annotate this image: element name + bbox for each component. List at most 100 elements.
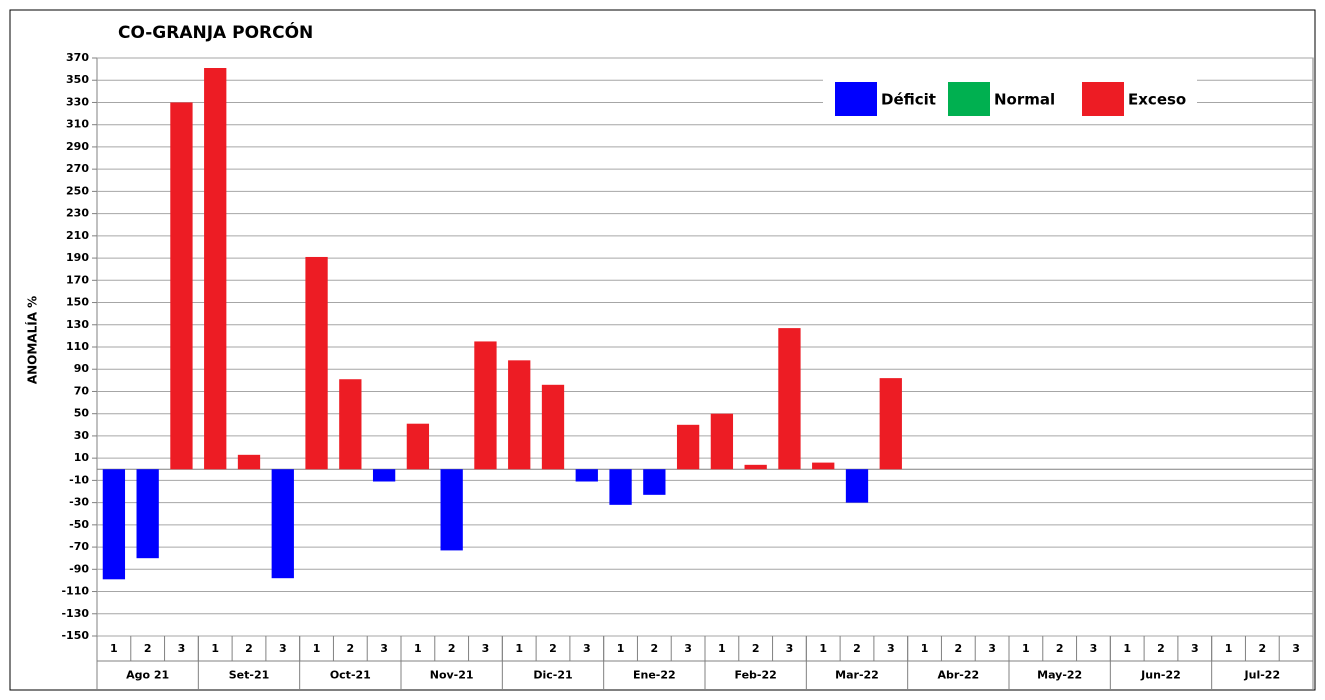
bar (609, 469, 632, 505)
x-tick-label: 3 (178, 642, 186, 655)
y-tick-label: 290 (66, 140, 89, 153)
x-tick-label: 3 (1090, 642, 1098, 655)
x-tick-label: 3 (786, 642, 794, 655)
x-tick-label: 2 (1259, 642, 1267, 655)
x-tick-label: 2 (144, 642, 152, 655)
legend-swatch (835, 82, 877, 116)
x-tick-label: 2 (448, 642, 456, 655)
legend-label: Déficit (881, 91, 936, 109)
x-tick-label: 3 (583, 642, 591, 655)
bar (508, 360, 531, 470)
y-tick-label: 70 (74, 384, 90, 397)
y-tick-label: 350 (66, 73, 89, 86)
y-tick-label: -50 (69, 518, 89, 531)
bar (136, 469, 159, 559)
y-tick-label: 30 (74, 429, 90, 442)
bar (237, 454, 261, 470)
x-tick-label: 1 (1123, 642, 1131, 655)
y-tick-label: 270 (66, 162, 89, 175)
x-tick-label: 2 (955, 642, 963, 655)
y-tick-label: 90 (74, 362, 90, 375)
y-tick-label: 330 (66, 95, 89, 108)
legend-swatch (1082, 82, 1124, 116)
bar (305, 256, 328, 470)
bar (474, 341, 497, 470)
x-tick-label: 1 (1022, 642, 1030, 655)
group-label: Feb-22 (735, 669, 777, 682)
chart-title: CO-GRANJA PORCÓN (118, 21, 313, 43)
x-tick-label: 1 (515, 642, 523, 655)
x-tick-label: 2 (347, 642, 355, 655)
x-tick-label: 3 (1191, 642, 1199, 655)
bar (372, 469, 396, 482)
bar (812, 462, 835, 470)
bar (406, 423, 430, 470)
y-tick-label: 50 (74, 407, 90, 420)
y-tick-label: 110 (66, 340, 89, 353)
x-tick-label: 2 (752, 642, 760, 655)
group-label: Dic-21 (533, 669, 572, 682)
y-tick-label: 210 (66, 229, 89, 242)
x-tick-label: 3 (279, 642, 287, 655)
legend-swatch (948, 82, 990, 116)
y-tick-label: 10 (74, 451, 90, 464)
bar (676, 424, 700, 470)
x-tick-label: 1 (617, 642, 625, 655)
y-tick-label: 170 (66, 273, 89, 286)
bar (204, 68, 227, 470)
bar (879, 378, 902, 470)
y-tick-label: -10 (69, 473, 89, 486)
group-label: Mar-22 (835, 669, 879, 682)
y-tick-label: -30 (69, 496, 89, 509)
x-tick-label: 1 (313, 642, 321, 655)
bar (102, 469, 126, 580)
x-tick-label: 3 (988, 642, 996, 655)
y-axis-label: ANOMALÍA % (25, 296, 40, 384)
x-tick-label: 1 (1225, 642, 1233, 655)
bar (744, 464, 767, 470)
bar (271, 469, 294, 579)
y-tick-label: 130 (66, 318, 89, 331)
x-tick-label: 1 (921, 642, 929, 655)
x-tick-label: 2 (651, 642, 659, 655)
group-label: Nov-21 (430, 669, 474, 682)
x-tick-label: 1 (819, 642, 827, 655)
y-tick-label: -150 (61, 629, 89, 642)
y-tick-label: -110 (61, 585, 89, 598)
group-label: Oct-21 (330, 669, 371, 682)
x-tick-label: 3 (887, 642, 895, 655)
group-label: Jun-22 (1140, 669, 1181, 682)
x-tick-label: 1 (414, 642, 422, 655)
bar (845, 469, 869, 503)
bar (339, 379, 362, 470)
legend-label: Exceso (1128, 91, 1186, 109)
y-tick-label: 190 (66, 251, 89, 264)
x-tick-label: 3 (380, 642, 388, 655)
bar (575, 469, 598, 482)
y-tick-label: 370 (66, 51, 89, 64)
y-tick-label: -90 (69, 562, 89, 575)
x-tick-label: 2 (245, 642, 253, 655)
bar (170, 102, 193, 470)
y-tick-label: 230 (66, 207, 89, 220)
bar (643, 469, 666, 495)
group-label: Jul-22 (1244, 669, 1281, 682)
x-tick-label: 1 (211, 642, 219, 655)
x-tick-label: 3 (684, 642, 692, 655)
group-label: Abr-22 (937, 669, 979, 682)
x-tick-label: 2 (549, 642, 557, 655)
group-label: May-22 (1037, 669, 1082, 682)
y-tick-label: -70 (69, 540, 89, 553)
bar (778, 328, 801, 470)
x-tick-label: 2 (1056, 642, 1064, 655)
group-label: Set-21 (229, 669, 270, 682)
x-tick-label: 2 (853, 642, 861, 655)
bar (710, 413, 734, 470)
group-label: Ago 21 (126, 669, 169, 682)
bar (541, 384, 565, 470)
group-label: Ene-22 (633, 669, 676, 682)
y-tick-label: -130 (61, 607, 89, 620)
x-tick-label: 1 (718, 642, 726, 655)
y-tick-label: 310 (66, 118, 89, 131)
